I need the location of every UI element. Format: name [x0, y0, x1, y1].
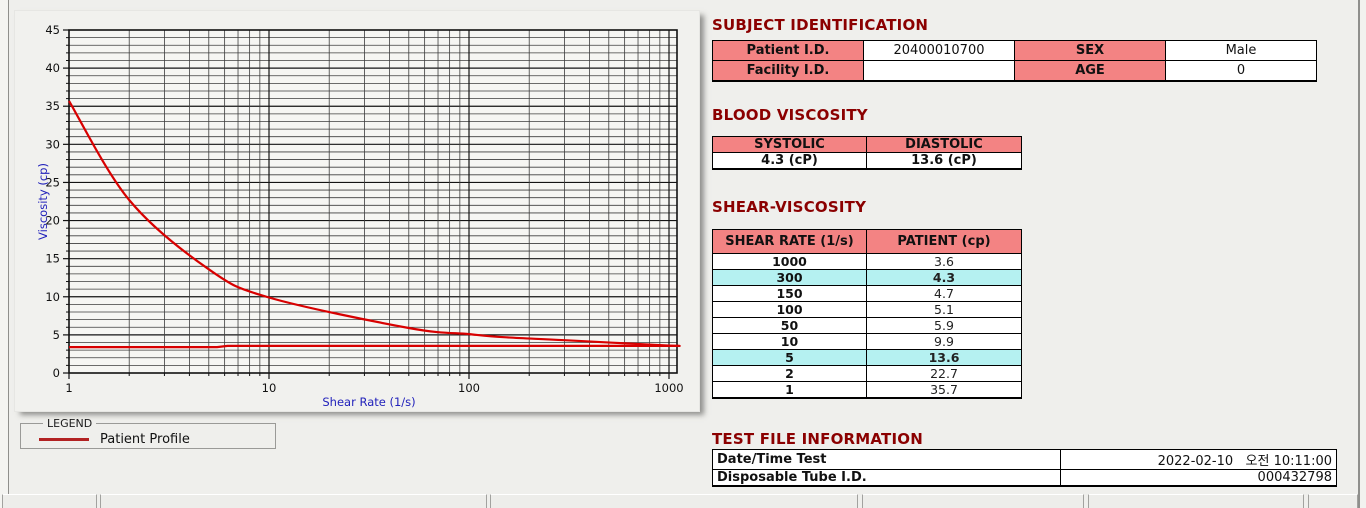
svg-text:1: 1	[65, 381, 72, 395]
shear-row: 2 22.7	[712, 365, 1022, 382]
shear-rate-cell: 10	[712, 333, 867, 350]
svg-text:1000: 1000	[654, 381, 683, 395]
patient-cp-cell: 5.9	[866, 317, 1022, 334]
svg-text:15: 15	[45, 252, 60, 266]
viscosity-chart-panel: 0 5 10 15 20 25 30 35 40 45 1 10 100 1000 Shear Rate (…	[14, 10, 700, 412]
legend-title: LEGEND	[47, 417, 93, 430]
shear-viscosity-body: 1000 3.6 300 4.3 150 4.7 100 5.1 50 5.9 …	[712, 253, 1022, 399]
y-axis-title: Viscosity (cp)	[36, 163, 50, 240]
patient-cp-cell: 13.6	[866, 349, 1022, 366]
x-axis-title: Shear Rate (1/s)	[322, 395, 415, 409]
subject-identification-title: SUBJECT IDENTIFICATION	[712, 16, 929, 34]
shear-row: 10 9.9	[712, 333, 1022, 350]
date-time-test-label: Date/Time Test	[712, 449, 1061, 470]
patient-cp-cell: 5.1	[866, 301, 1022, 318]
facility-id-label: Facility I.D.	[712, 60, 864, 82]
shear-row: 1000 3.6	[712, 253, 1022, 270]
subject-identification-table: Patient I.D. 20400010700 SEX Male Facili…	[712, 40, 1317, 82]
svg-text:25: 25	[45, 175, 60, 189]
svg-text:10: 10	[45, 290, 60, 304]
window-left-edge	[0, 0, 9, 508]
shear-viscosity-chart: 0 5 10 15 20 25 30 35 40 45 1 10 100 1000 Shear Rate (…	[36, 23, 684, 409]
test-file-information-title: TEST FILE INFORMATION	[712, 430, 923, 448]
patient-id-value: 20400010700	[863, 40, 1015, 61]
shear-rate-cell: 5	[712, 349, 867, 366]
bottom-panel-segment[interactable]	[490, 494, 858, 508]
date-time-test-value: 2022-02-10 오전 10:11:00	[1060, 449, 1337, 470]
series-baseline	[69, 344, 677, 349]
patient-profile-legend-label: Patient Profile	[100, 431, 190, 447]
shear-rate-cell: 2	[712, 365, 867, 382]
svg-text:20: 20	[45, 214, 60, 228]
bottom-panel-segment[interactable]	[2, 494, 97, 508]
shear-rate-header: SHEAR RATE (1/s)	[712, 229, 867, 254]
table-row: Patient I.D. 20400010700 SEX Male	[712, 40, 1317, 61]
svg-text:100: 100	[458, 381, 480, 395]
shear-row: 150 4.7	[712, 285, 1022, 302]
shear-row: 100 5.1	[712, 301, 1022, 318]
svg-text:30: 30	[45, 137, 60, 151]
svg-text:35: 35	[45, 99, 60, 113]
systolic-value: 4.3 (cP)	[712, 152, 867, 170]
shear-viscosity-table: SHEAR RATE (1/s) PATIENT (cp) 1000 3.6 3…	[712, 229, 1022, 399]
diastolic-value: 13.6 (cP)	[866, 152, 1022, 170]
shear-rate-cell: 50	[712, 317, 867, 334]
axis-ticks-and-labels: 0 5 10 15 20 25 30 35 40 45 1 10 100 1000	[45, 23, 683, 395]
age-label: AGE	[1014, 60, 1166, 82]
table-row: Disposable Tube I.D. 000432798	[712, 469, 1337, 487]
systolic-header: SYSTOLIC	[712, 136, 867, 153]
bottom-panel-segment[interactable]	[100, 494, 487, 508]
table-row: SYSTOLIC DIASTOLIC	[712, 136, 1022, 153]
shear-rate-cell: 1	[712, 381, 867, 399]
svg-text:10: 10	[262, 381, 277, 395]
patient-id-label: Patient I.D.	[712, 40, 864, 61]
svg-text:40: 40	[45, 61, 60, 75]
patient-cp-cell: 9.9	[866, 333, 1022, 350]
shear-rate-cell: 300	[712, 269, 867, 286]
series-patient-profile	[68, 100, 681, 348]
svg-text:0: 0	[53, 366, 60, 380]
svg-text:5: 5	[53, 328, 60, 342]
window-right-pad	[1360, 0, 1366, 508]
patient-cp-cell: 4.7	[866, 285, 1022, 302]
patient-cp-cell: 35.7	[866, 381, 1022, 399]
patient-profile-line-swatch	[39, 437, 89, 441]
diastolic-header: DIASTOLIC	[866, 136, 1022, 153]
age-value: 0	[1165, 60, 1317, 82]
sex-label: SEX	[1014, 40, 1166, 61]
test-file-information-table: Date/Time Test 2022-02-10 오전 10:11:00 Di…	[712, 449, 1337, 487]
legend-groupbox: LEGEND Patient Profile	[20, 417, 276, 449]
patient-cp-header: PATIENT (cp)	[866, 229, 1022, 254]
blood-viscosity-title: BLOOD VISCOSITY	[712, 106, 868, 124]
table-row: 4.3 (cP) 13.6 (cP)	[712, 152, 1022, 170]
table-header-row: SHEAR RATE (1/s) PATIENT (cp)	[712, 229, 1022, 254]
disposable-tube-id-value: 000432798	[1060, 469, 1337, 487]
window-right-edge	[1358, 0, 1360, 508]
shear-rate-cell: 150	[712, 285, 867, 302]
patient-cp-cell: 3.6	[866, 253, 1022, 270]
shear-row: 5 13.6	[712, 349, 1022, 366]
table-row: Date/Time Test 2022-02-10 오전 10:11:00	[712, 449, 1337, 470]
shear-row: 300 4.3	[712, 269, 1022, 286]
table-row: Facility I.D. AGE 0	[712, 60, 1317, 82]
svg-text:45: 45	[45, 23, 60, 37]
plot-area	[69, 30, 677, 373]
disposable-tube-id-label: Disposable Tube I.D.	[712, 469, 1061, 487]
plot-frame	[68, 29, 678, 374]
sex-value: Male	[1165, 40, 1317, 61]
shear-rate-cell: 100	[712, 301, 867, 318]
bottom-panel-segment[interactable]	[1088, 494, 1304, 508]
shear-rate-cell: 1000	[712, 253, 867, 270]
shear-row: 50 5.9	[712, 317, 1022, 334]
patient-cp-cell: 22.7	[866, 365, 1022, 382]
bottom-panel-segment[interactable]	[862, 494, 1084, 508]
bottom-panel-segment[interactable]	[1308, 494, 1358, 508]
blood-viscosity-table: SYSTOLIC DIASTOLIC 4.3 (cP) 13.6 (cP)	[712, 136, 1022, 170]
shear-viscosity-title: SHEAR-VISCOSITY	[712, 198, 867, 216]
facility-id-value	[863, 60, 1015, 82]
patient-cp-cell: 4.3	[866, 269, 1022, 286]
shear-row: 1 35.7	[712, 381, 1022, 399]
gridlines	[69, 30, 677, 373]
